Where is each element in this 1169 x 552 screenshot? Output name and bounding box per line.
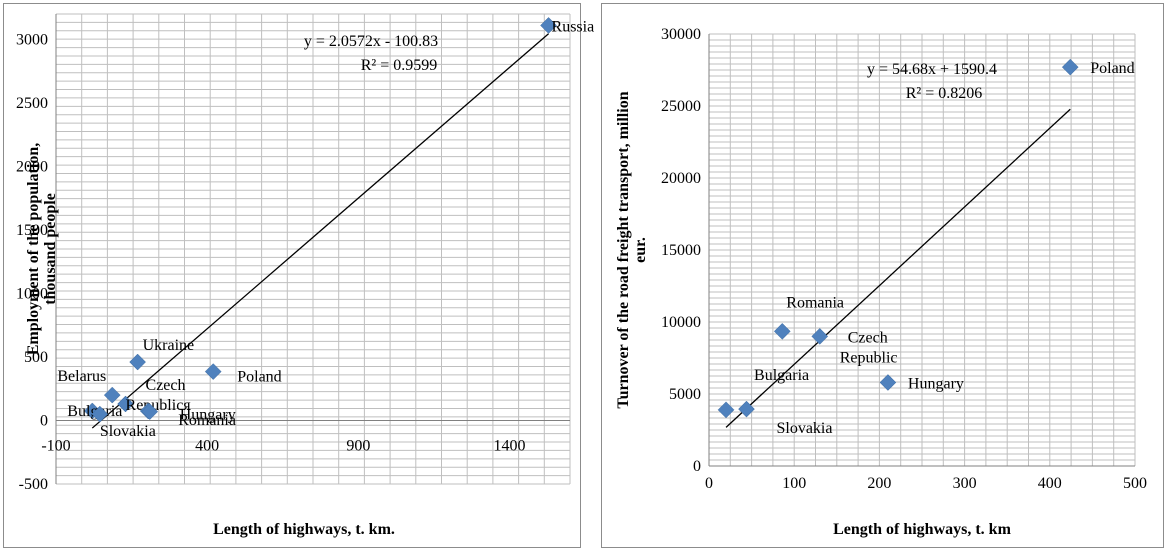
chart-panel-left: -500 0 500 1000 1500 2000 2500 3000 -100 400 900 14… (3, 3, 594, 548)
data-point-diamond (129, 353, 146, 371)
scatter-chart-turnover: 0 5000 10000 15000 20000 25000 30000 0 100 200 300… (615, 26, 1147, 538)
data-point-diamond (1061, 58, 1079, 76)
data-point-diamond (103, 386, 121, 404)
point-label: Slovakia (100, 423, 156, 440)
point-label: Ukraine (143, 337, 195, 354)
x-axis-title: Length of highways, t. km. (213, 521, 395, 538)
trendline-r-squared: R² = 0.9599 (361, 57, 438, 74)
data-point-diamond (738, 400, 755, 418)
x-tick-label: 1400 (494, 437, 526, 454)
point-label: Poland (237, 369, 281, 386)
y-tick-label: 20000 (661, 170, 701, 187)
point-label: Czech Republic (840, 329, 898, 366)
data-point-diamond (141, 403, 159, 420)
y-axis-title-line: Turnover of the road freight transport, … (615, 91, 632, 408)
data-point-diamond (204, 363, 222, 380)
trendline-equation: y = 2.0572x - 100.83 (304, 33, 438, 50)
chart-panel-right: 0 5000 10000 15000 20000 25000 30000 0 100 200 300… (601, 3, 1164, 548)
scatter-chart-employment: -500 0 500 1000 1500 2000 2500 3000 -100 400 900 14… (16, 13, 594, 538)
point-label-line: Czech (146, 377, 186, 394)
x-tick-label: 400 (1038, 475, 1062, 492)
data-point-diamond (879, 374, 897, 391)
y-tick-label: 500 (24, 349, 48, 366)
y-tick-label: 0 (693, 458, 701, 475)
y-tick-label: 10000 (661, 314, 701, 331)
x-tick-label: 900 (346, 437, 370, 454)
y-tick-label: 2000 (16, 158, 48, 175)
y-tick-label: 2500 (16, 95, 48, 112)
plot-grid (708, 33, 1136, 467)
trendline-equation: y = 54.68x + 1590.4 (867, 61, 997, 78)
x-tick-label: -100 (41, 437, 70, 454)
point-label: Hungary (908, 375, 964, 392)
trendline (725, 108, 1071, 428)
y-axis-title: Employment of the population,thousand pe… (25, 143, 59, 355)
y-tick-label: 3000 (16, 31, 48, 48)
point-label-line: Republic (840, 349, 898, 366)
point-label: Bulgaria (754, 367, 809, 384)
x-tick-label: 300 (953, 475, 977, 492)
data-point-diamond (717, 401, 735, 419)
point-label: Romania (178, 412, 236, 429)
x-axis-title: Length of highways, t. km (833, 521, 1011, 538)
data-point-diamond (117, 395, 134, 413)
y-tick-label: 5000 (669, 386, 701, 403)
point-label: Slovakia (776, 420, 832, 437)
plot-grid (55, 13, 571, 485)
x-tick-label: 500 (1123, 475, 1147, 492)
point-label: Hungary (180, 407, 236, 424)
y-axis-title-line: Employment of the population, (25, 143, 42, 355)
point-label: Poland (1090, 60, 1134, 77)
y-tick-label: 1000 (16, 285, 48, 302)
y-tick-label: 0 (40, 412, 48, 429)
point-label: Russia (552, 18, 595, 35)
point-label: Romania (786, 294, 844, 311)
y-tick-label: -500 (19, 476, 48, 493)
y-axis-title-line: thousand people (42, 193, 59, 305)
x-tick-label: 400 (195, 437, 219, 454)
data-point-diamond (91, 405, 109, 423)
y-tick-label: 30000 (661, 26, 701, 43)
point-label-line: Czech (848, 329, 888, 346)
y-axis-title: Turnover of the road freight transport, … (615, 91, 649, 408)
data-point-diamond (811, 328, 829, 345)
y-tick-label: 1500 (16, 222, 48, 239)
y-axis-title-line: eur. (632, 237, 649, 263)
x-tick-label: 200 (867, 475, 891, 492)
x-tick-label: 0 (705, 475, 713, 492)
x-tick-label: 100 (782, 475, 806, 492)
point-label: Belarus (57, 368, 106, 385)
y-tick-label: 15000 (661, 242, 701, 259)
data-point-diamond (540, 17, 557, 34)
data-point-diamond (773, 323, 791, 340)
trendline (91, 33, 549, 429)
y-tick-label: 25000 (661, 98, 701, 115)
trendline-r-squared: R² = 0.8206 (906, 85, 983, 102)
